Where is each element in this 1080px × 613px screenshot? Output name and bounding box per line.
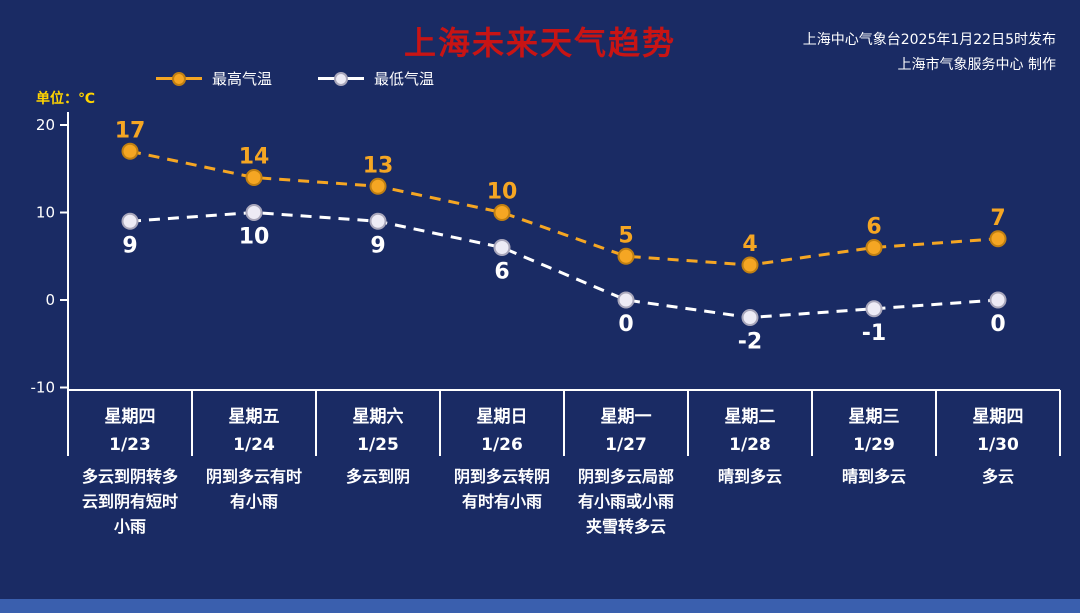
low-value-label: 6 [494, 260, 509, 285]
day-column-header: 星期二 1/28 [688, 392, 812, 456]
weekday-label: 星期四 [972, 407, 1024, 427]
weather-description: 阴到多云转阴有时有小雨 [453, 467, 550, 511]
high-series-marker-icon [156, 71, 202, 86]
y-tick-label: -10 [31, 379, 56, 397]
legend-label-low: 最低气温 [374, 70, 435, 88]
low-series-marker-icon [318, 71, 365, 86]
weather-description: 多云到阴转多云到阴有短时小雨 [81, 467, 178, 536]
high-point [741, 256, 759, 274]
low-point [121, 212, 139, 230]
footer-bar [0, 599, 1080, 613]
day-column-header: 星期四 1/23 [68, 392, 192, 456]
weekday-label: 星期二 [724, 407, 776, 427]
low-series-line [129, 210, 999, 320]
weather-description: 晴到多云 [841, 467, 906, 486]
low-value-label: 0 [618, 312, 633, 337]
weekday-label: 星期日 [476, 407, 528, 427]
high-point [617, 247, 635, 265]
source-info: 上海中心气象台2025年1月22日5时发布 上海市气象服务中心 制作 [803, 28, 1056, 78]
date-label: 1/29 [853, 435, 895, 455]
high-value-label: 10 [487, 180, 518, 205]
day-column-header: 星期日 1/26 [440, 392, 564, 456]
low-point [369, 212, 387, 230]
day-column-header: 星期五 1/24 [192, 392, 316, 456]
high-point [369, 177, 387, 195]
high-value-label: 17 [115, 118, 146, 143]
y-tick-label: 10 [36, 204, 55, 222]
weekday-label: 星期一 [600, 407, 652, 427]
chart-legend: 最高气温 最低气温 [156, 68, 434, 89]
legend-label-high: 最高气温 [212, 70, 273, 88]
high-value-label: 4 [742, 232, 757, 257]
low-value-label: 0 [990, 312, 1005, 337]
weekday-label: 星期五 [228, 407, 280, 427]
high-value-label: 14 [239, 145, 270, 170]
low-value-label: -2 [738, 330, 762, 355]
day-column-header: 星期三 1/29 [812, 392, 936, 456]
high-point [989, 230, 1007, 248]
high-point [121, 142, 139, 160]
y-tick-label: 20 [36, 116, 55, 134]
page-title: 上海未来天气趋势 [403, 24, 676, 62]
date-label: 1/25 [357, 435, 399, 455]
low-value-label: 10 [239, 225, 270, 250]
low-point [741, 309, 759, 326]
high-point [865, 239, 883, 256]
high-series-line [129, 149, 999, 267]
source-line-1: 上海中心气象台2025年1月22日5时发布 [802, 32, 1056, 48]
day-column-header: 星期六 1/25 [316, 392, 440, 456]
day-header-row: 星期四 1/23 星期五 1/24 星期六 1/25 星期日 1/26 星期一 … [68, 392, 1060, 456]
weekday-label: 星期三 [848, 407, 900, 427]
date-label: 1/24 [233, 435, 275, 455]
high-value-label: 7 [990, 206, 1005, 231]
high-value-label: 6 [866, 215, 881, 240]
low-value-label: -1 [862, 321, 886, 346]
low-point [617, 291, 635, 309]
date-label: 1/23 [109, 435, 151, 455]
high-value-label: 13 [363, 153, 394, 178]
low-point [865, 300, 883, 318]
legend-item-low: 最低气温 [318, 68, 434, 89]
unit-label: 单位：℃ [36, 91, 95, 107]
day-column-header: 星期一 1/27 [564, 392, 688, 456]
high-point [493, 204, 511, 221]
weather-description-row: 多云到阴转多云到阴有短时小雨 阴到多云有时有小雨 多云到阴 阴到多云转阴有时有小… [68, 464, 1060, 539]
weekday-label: 星期六 [352, 407, 404, 427]
low-point [989, 291, 1007, 309]
date-label: 1/27 [605, 435, 647, 455]
high-point [245, 169, 263, 186]
source-line-2: 上海市气象服务中心 制作 [897, 57, 1056, 73]
weather-description: 多云到阴 [345, 467, 410, 486]
y-tick-label: 0 [45, 291, 55, 309]
date-label: 1/28 [729, 435, 771, 455]
date-label: 1/30 [977, 435, 1019, 455]
weather-description: 多云 [981, 467, 1014, 486]
weather-description: 阴到多云有时有小雨 [205, 467, 302, 511]
low-value-label: 9 [370, 233, 385, 258]
date-label: 1/26 [481, 435, 523, 455]
low-point [493, 239, 511, 256]
low-point [245, 204, 263, 221]
low-value-label: 9 [122, 233, 137, 258]
legend-item-high: 最高气温 [156, 68, 272, 89]
weather-description: 晴到多云 [717, 467, 782, 486]
weekday-label: 星期四 [104, 407, 156, 427]
high-value-label: 5 [618, 223, 633, 248]
day-column-header: 星期四 1/30 [936, 392, 1060, 456]
weather-description: 阴到多云局部有小雨或小雨夹雪转多云 [577, 467, 674, 536]
